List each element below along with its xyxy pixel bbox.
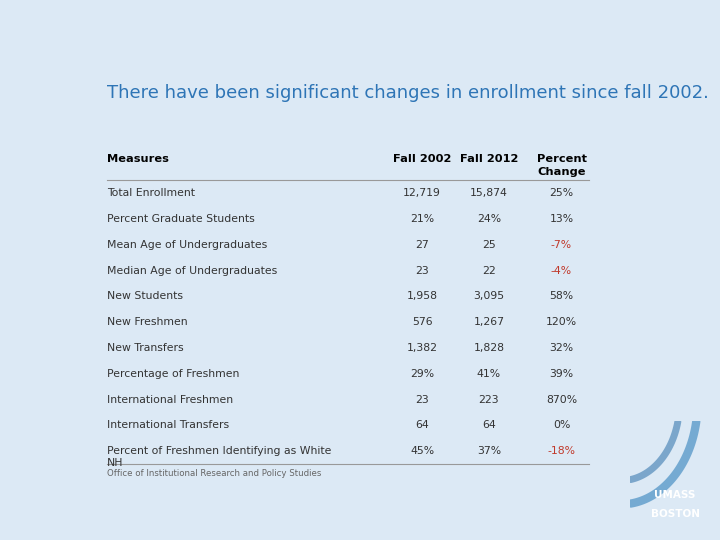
Text: 27: 27 [415,240,429,250]
Text: 1,267: 1,267 [474,317,505,327]
Text: 1,382: 1,382 [407,343,438,353]
Text: 45%: 45% [410,446,434,456]
Text: 12,719: 12,719 [403,188,441,198]
Text: 0%: 0% [553,420,570,430]
Text: 58%: 58% [549,292,574,301]
Text: 29%: 29% [410,369,434,379]
Text: Total Enrollment: Total Enrollment [107,188,194,198]
Text: -7%: -7% [551,240,572,250]
Text: 22: 22 [482,266,496,275]
Text: Fall 2002: Fall 2002 [393,154,451,164]
Text: New Students: New Students [107,292,183,301]
Text: International Transfers: International Transfers [107,420,229,430]
Text: 120%: 120% [546,317,577,327]
Text: 21%: 21% [410,214,434,224]
Text: New Freshmen: New Freshmen [107,317,187,327]
Text: 15,874: 15,874 [470,188,508,198]
Text: 37%: 37% [477,446,501,456]
Text: Median Age of Undergraduates: Median Age of Undergraduates [107,266,277,275]
Text: 25%: 25% [549,188,574,198]
Text: 1,958: 1,958 [407,292,438,301]
Text: 25: 25 [482,240,496,250]
Text: Office of Institutional Research and Policy Studies: Office of Institutional Research and Pol… [107,469,321,478]
Text: Percent
Change: Percent Change [536,154,587,177]
Text: 64: 64 [482,420,496,430]
Text: 23: 23 [415,266,429,275]
Text: 870%: 870% [546,395,577,404]
Text: 64: 64 [415,420,429,430]
Text: 3,095: 3,095 [474,292,505,301]
Text: 39%: 39% [549,369,574,379]
Text: New Transfers: New Transfers [107,343,184,353]
Text: Percent Graduate Students: Percent Graduate Students [107,214,254,224]
Text: Fall 2012: Fall 2012 [460,154,518,164]
Text: Percent of Freshmen Identifying as White
NH: Percent of Freshmen Identifying as White… [107,446,331,469]
Text: 223: 223 [479,395,499,404]
Text: 13%: 13% [549,214,574,224]
Text: BOSTON: BOSTON [650,509,700,519]
Text: 41%: 41% [477,369,501,379]
Text: UMASS: UMASS [654,490,696,500]
Text: International Freshmen: International Freshmen [107,395,233,404]
Text: -4%: -4% [551,266,572,275]
Text: 23: 23 [415,395,429,404]
Text: 24%: 24% [477,214,501,224]
Text: 1,828: 1,828 [474,343,505,353]
Text: Percentage of Freshmen: Percentage of Freshmen [107,369,239,379]
Text: -18%: -18% [547,446,575,456]
Text: 32%: 32% [549,343,574,353]
Text: Measures: Measures [107,154,168,164]
Text: There have been significant changes in enrollment since fall 2002.: There have been significant changes in e… [107,84,708,102]
Text: Mean Age of Undergraduates: Mean Age of Undergraduates [107,240,267,250]
Text: 576: 576 [412,317,432,327]
